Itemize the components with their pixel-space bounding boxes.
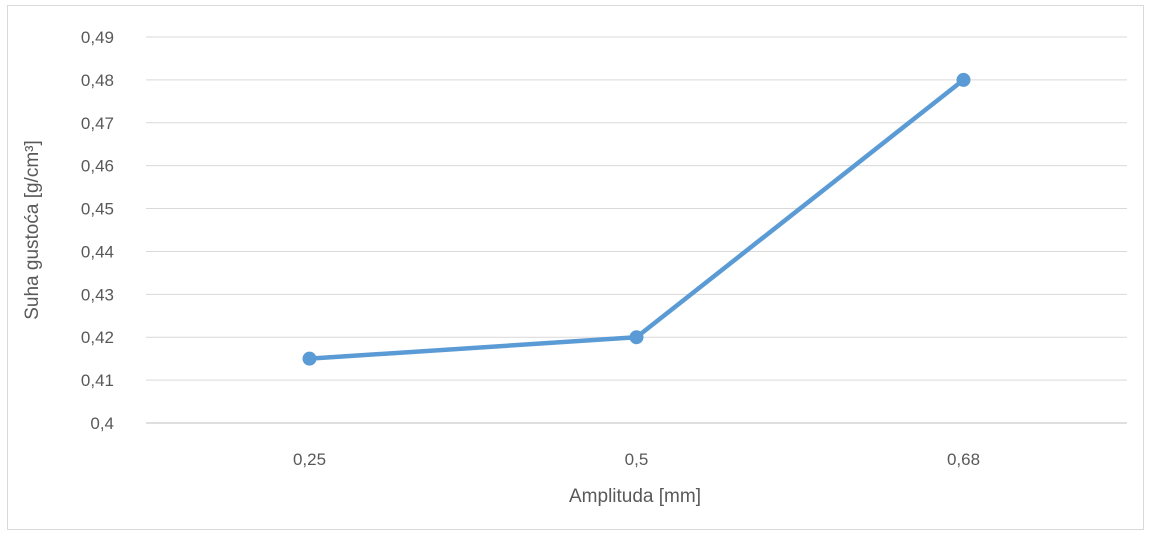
series-line [307, 77, 966, 361]
x-tick-label: 0,68 [947, 450, 980, 469]
y-tick-label: 0,49 [81, 28, 114, 47]
gridlines [146, 36, 1127, 424]
data-point [302, 351, 317, 366]
y-tick-label: 0,4 [90, 414, 114, 433]
x-tick-label: 0,5 [625, 450, 649, 469]
series-layer [302, 72, 971, 366]
y-axis-title: Suha gustoća [g/cm³] [22, 140, 43, 320]
x-axis-title: Amplituda [mm] [569, 486, 701, 507]
x-axis-tick-labels: 0,25 0,5 0,68 [293, 450, 980, 469]
y-tick-label: 0,44 [81, 242, 114, 261]
data-point [956, 72, 971, 87]
y-tick-label: 0,42 [81, 328, 114, 347]
y-tick-label: 0,48 [81, 71, 114, 90]
y-tick-label: 0,43 [81, 285, 114, 304]
y-axis-tick-labels: 0,4 0,41 0,42 0,43 0,44 0,45 0,46 0,47 0,48 0,49 [81, 28, 114, 433]
y-tick-label: 0,45 [81, 200, 114, 219]
chart-frame [7, 5, 1144, 530]
y-tick-label: 0,47 [81, 114, 114, 133]
data-point [629, 330, 644, 345]
y-tick-label: 0,41 [81, 371, 114, 390]
x-tick-label: 0,25 [293, 450, 326, 469]
y-tick-label: 0,46 [81, 157, 114, 176]
